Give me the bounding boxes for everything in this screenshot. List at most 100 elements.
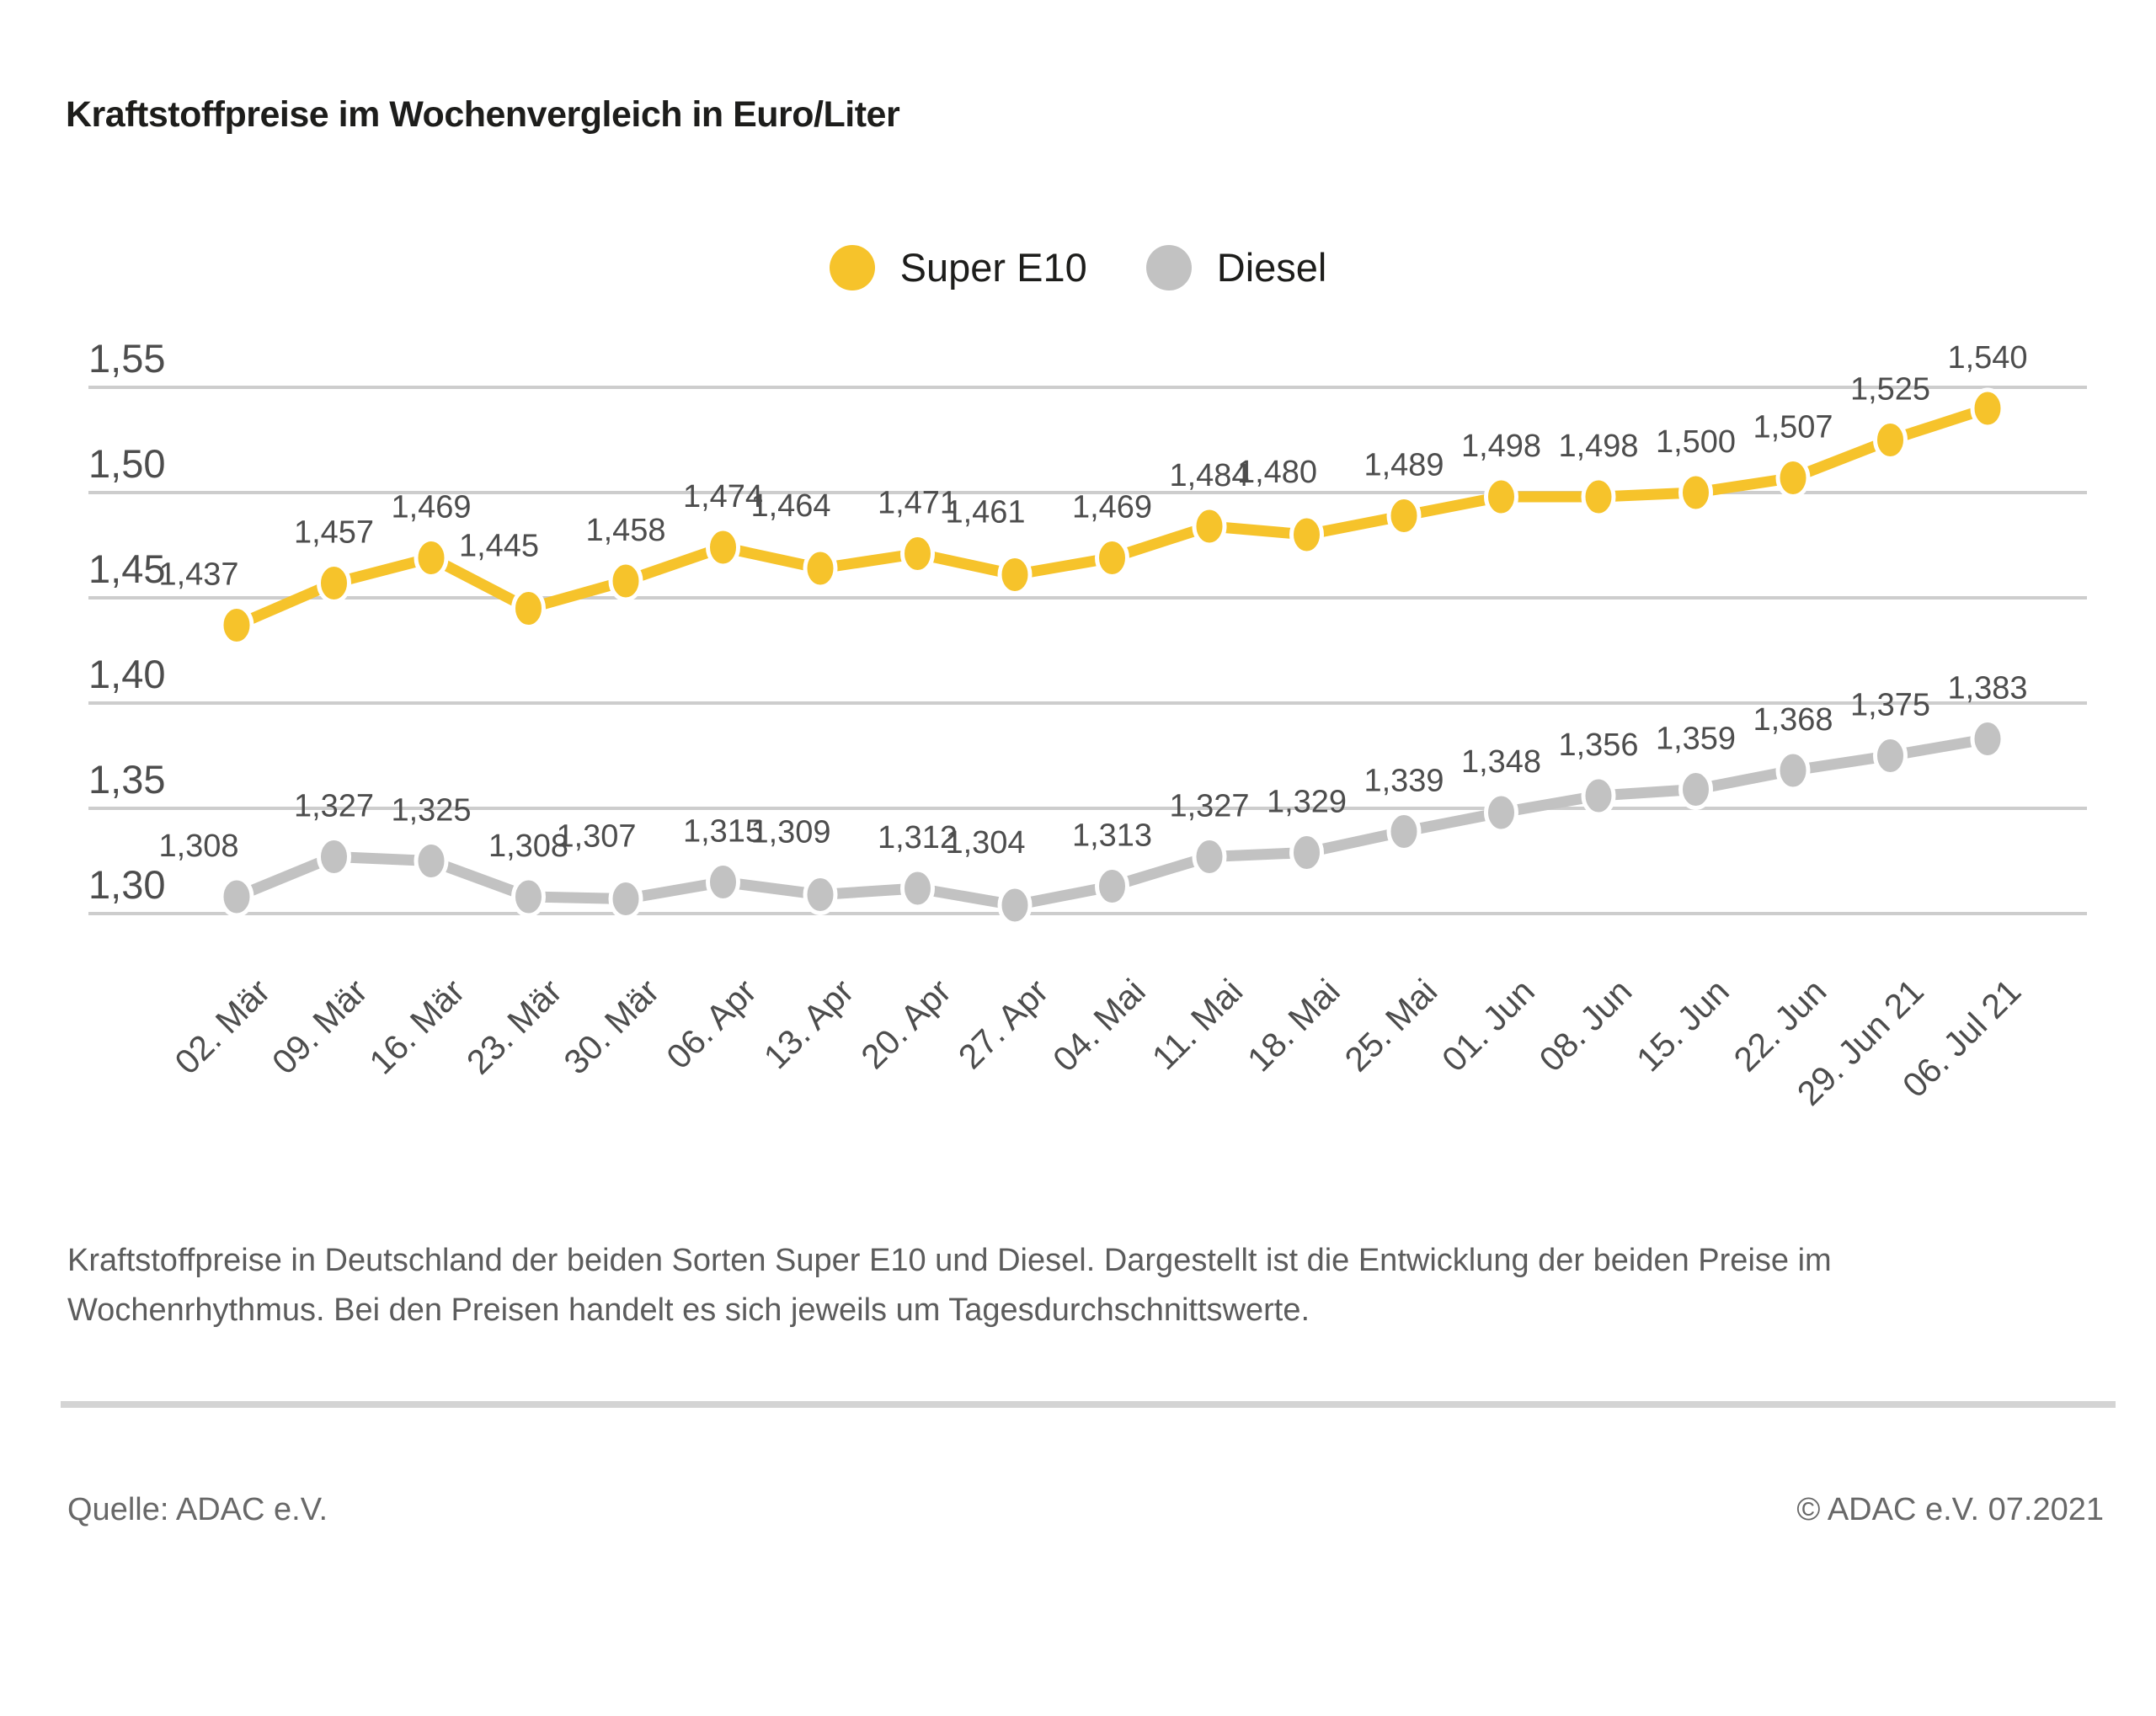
copyright-text: © ADAC e.V. 07.2021 bbox=[1796, 1492, 2104, 1527]
data-point-label-diesel: 1,308 bbox=[158, 829, 238, 864]
x-tick-label: 08. Jun bbox=[1532, 972, 1640, 1079]
data-point-label-super-e10: 1,480 bbox=[1237, 455, 1317, 490]
data-point-label-super-e10: 1,471 bbox=[878, 486, 958, 521]
data-point-super-e10 bbox=[1095, 537, 1129, 578]
data-point-super-e10 bbox=[414, 537, 449, 578]
data-point-label-diesel: 1,307 bbox=[556, 819, 636, 855]
source-text: Quelle: ADAC e.V. bbox=[67, 1492, 328, 1527]
data-point-label-super-e10: 1,500 bbox=[1656, 424, 1736, 460]
y-tick-label: 1,45 bbox=[88, 546, 165, 591]
x-tick-label: 15. Jun bbox=[1629, 972, 1737, 1079]
data-point-super-e10 bbox=[706, 526, 740, 568]
data-point-super-e10 bbox=[900, 533, 935, 574]
x-tick-label: 06. Apr bbox=[659, 972, 763, 1076]
x-tick-label: 16. Mär bbox=[362, 972, 472, 1082]
data-point-diesel bbox=[219, 876, 254, 918]
data-point-label-super-e10: 1,437 bbox=[158, 557, 238, 593]
data-point-super-e10 bbox=[1192, 505, 1227, 547]
data-point-diesel bbox=[511, 876, 546, 918]
data-point-diesel bbox=[1873, 735, 1908, 776]
data-point-label-diesel: 1,313 bbox=[1072, 818, 1152, 854]
data-point-diesel bbox=[317, 836, 351, 877]
data-point-super-e10 bbox=[1289, 514, 1324, 556]
data-point-label-super-e10: 1,525 bbox=[1850, 372, 1930, 408]
data-point-super-e10 bbox=[511, 588, 546, 629]
data-point-label-super-e10: 1,445 bbox=[459, 529, 539, 564]
data-point-super-e10 bbox=[1581, 476, 1616, 518]
data-point-diesel bbox=[900, 867, 935, 909]
data-point-label-diesel: 1,356 bbox=[1558, 727, 1638, 763]
x-tick-label: 18. Mai bbox=[1240, 972, 1348, 1079]
data-point-super-e10 bbox=[219, 605, 254, 646]
data-point-diesel bbox=[1678, 769, 1713, 810]
data-point-label-super-e10: 1,540 bbox=[1947, 340, 2027, 376]
data-point-diesel bbox=[1386, 811, 1422, 852]
data-point-super-e10 bbox=[608, 560, 643, 602]
data-point-diesel bbox=[997, 884, 1033, 926]
x-tick-label: 13. Apr bbox=[756, 972, 861, 1076]
data-point-label-diesel: 1,368 bbox=[1753, 702, 1833, 738]
x-tick-label: 04. Mai bbox=[1045, 972, 1153, 1079]
y-tick-label: 1,40 bbox=[88, 652, 165, 696]
data-point-label-super-e10: 1,498 bbox=[1461, 429, 1541, 464]
legend-item-diesel: Diesel bbox=[1145, 244, 1327, 290]
data-point-super-e10 bbox=[1873, 419, 1908, 461]
legend-dot-super-e10-icon bbox=[829, 244, 875, 290]
data-point-diesel bbox=[1484, 791, 1518, 834]
data-point-label-super-e10: 1,469 bbox=[391, 490, 471, 525]
y-tick-label: 1,55 bbox=[88, 336, 165, 381]
data-point-super-e10 bbox=[1484, 476, 1518, 518]
data-point-label-super-e10: 1,457 bbox=[294, 515, 374, 551]
data-point-label-super-e10: 1,474 bbox=[683, 479, 763, 514]
legend-dot-diesel-icon bbox=[1145, 244, 1192, 290]
data-point-label-super-e10: 1,458 bbox=[585, 513, 665, 548]
data-point-super-e10 bbox=[1678, 472, 1713, 514]
x-tick-label: 20. Apr bbox=[853, 972, 958, 1076]
data-point-label-diesel: 1,329 bbox=[1267, 785, 1347, 820]
legend-label-diesel: Diesel bbox=[1216, 245, 1327, 290]
data-point-diesel bbox=[414, 840, 449, 882]
data-point-label-diesel: 1,327 bbox=[294, 789, 374, 824]
y-tick-label: 1,35 bbox=[88, 757, 165, 802]
data-point-diesel bbox=[1095, 866, 1129, 907]
x-tick-label: 09. Mär bbox=[264, 972, 375, 1082]
data-point-super-e10 bbox=[803, 547, 838, 589]
data-point-label-diesel: 1,304 bbox=[945, 825, 1025, 861]
data-point-label-super-e10: 1,461 bbox=[945, 495, 1025, 530]
legend-item-super-e10: Super E10 bbox=[829, 244, 1087, 290]
data-point-super-e10 bbox=[1970, 387, 2005, 429]
y-tick-label: 1,30 bbox=[88, 862, 165, 907]
data-point-label-super-e10: 1,484 bbox=[1169, 458, 1249, 493]
legend-label-super-e10: Super E10 bbox=[899, 245, 1087, 290]
data-point-diesel bbox=[1970, 718, 2005, 759]
data-point-label-diesel: 1,375 bbox=[1850, 688, 1930, 723]
data-point-label-diesel: 1,308 bbox=[488, 829, 568, 864]
data-point-diesel bbox=[1581, 775, 1616, 817]
data-point-diesel bbox=[1192, 836, 1227, 877]
data-point-label-diesel: 1,325 bbox=[391, 793, 471, 829]
data-point-label-diesel: 1,359 bbox=[1656, 722, 1736, 757]
footer: Quelle: ADAC e.V. © ADAC e.V. 07.2021 bbox=[67, 1492, 2104, 1528]
data-point-super-e10 bbox=[997, 554, 1033, 595]
chart-legend: Super E10 Diesel bbox=[0, 244, 2156, 290]
data-point-diesel bbox=[1775, 749, 1811, 791]
chart-caption: Kraftstoffpreise in Deutschland der beid… bbox=[67, 1243, 1832, 1328]
x-tick-label: 25. Mai bbox=[1337, 972, 1445, 1079]
x-tick-label: 01. Jun bbox=[1434, 972, 1542, 1079]
data-point-diesel bbox=[608, 878, 643, 919]
data-point-label-diesel: 1,312 bbox=[878, 820, 958, 855]
x-tick-label: 30. Mär bbox=[557, 972, 667, 1082]
data-point-diesel bbox=[803, 874, 838, 915]
data-point-super-e10 bbox=[1775, 457, 1811, 498]
y-tick-label: 1,50 bbox=[88, 441, 165, 486]
chart-title: Kraftstoffpreise im Wochenvergleich in E… bbox=[66, 94, 900, 135]
data-point-diesel bbox=[1289, 832, 1324, 873]
data-point-label-super-e10: 1,507 bbox=[1753, 410, 1833, 445]
x-tick-label: 11. Mai bbox=[1145, 972, 1250, 1077]
x-tick-label: 23. Mär bbox=[459, 972, 569, 1082]
data-point-label-diesel: 1,348 bbox=[1461, 744, 1541, 780]
data-point-label-super-e10: 1,498 bbox=[1558, 429, 1638, 464]
data-point-super-e10 bbox=[317, 562, 351, 604]
